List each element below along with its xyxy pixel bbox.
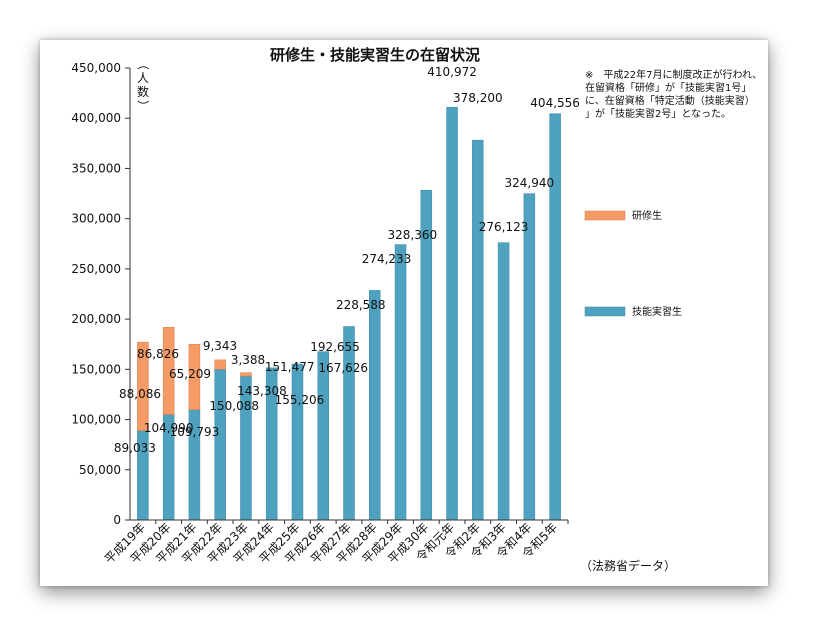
legend-label: 研修生 (632, 209, 662, 222)
data-label-top: 3,388 (231, 353, 265, 367)
data-label-top: 65,209 (169, 367, 211, 381)
bar-6-base (291, 363, 304, 521)
y-axis: 0 50,000 100,000 150,000 200,000 250,000 300,0… (71, 61, 131, 527)
data-label-base: 104,990 (144, 421, 194, 435)
bar-16-base (549, 113, 561, 521)
bar-3-top (214, 359, 226, 370)
bar-9-base (369, 290, 381, 521)
data-label-base: 274,233 (362, 252, 412, 266)
data-label-base: 404,556 (530, 96, 580, 110)
bar-2-top (188, 343, 201, 410)
y-tick-label: 300,000 (71, 212, 121, 226)
data-label-top: 86,826 (137, 347, 179, 361)
bar-0-top (137, 341, 149, 431)
data-label-base: 89,033 (114, 441, 156, 455)
data-label-top: 88,086 (119, 387, 161, 401)
data-label-base: 109,793 (170, 425, 220, 439)
bar-1-top (162, 327, 175, 415)
data-label-base: 155,206 (275, 393, 325, 407)
data-label-base: 410,972 (427, 65, 477, 79)
y-tick-label: 200,000 (71, 312, 121, 326)
y-axis-label-char: （ (136, 58, 150, 70)
legend-swatch-技能実習生 (584, 306, 626, 317)
bar-3-base (214, 368, 226, 521)
data-label-base: 192,655 (310, 340, 360, 354)
y-tick-label: 100,000 (71, 413, 121, 427)
data-label-base: 324,940 (505, 176, 555, 190)
y-tick-label: 450,000 (71, 61, 121, 75)
bar-4-top (240, 372, 252, 377)
y-axis-label: （人数） (136, 58, 150, 112)
bar-10-base (394, 244, 407, 521)
y-axis-label-char: 人 (137, 71, 149, 85)
source-note: （法務省データ） (580, 558, 676, 573)
chart-note-line: 」が「技能実習2号」となった。 (585, 107, 731, 120)
data-label-base: 378,200 (453, 91, 503, 105)
bar-12-base (446, 106, 458, 521)
y-tick-label: 150,000 (71, 362, 121, 376)
chart-svg: 研修生・技能実習生の在留状況 0 50,000 100,000 150,000 200,… (71, 46, 762, 573)
chart-note-line: 在留資格「研修」が「技能実習1号」 (585, 81, 751, 94)
y-axis-label-char: ） (136, 100, 150, 112)
chart-frame: 研修生・技能実習生の在留状況 0 50,000 100,000 150,000 200,… (40, 40, 768, 586)
y-tick-label: 350,000 (71, 161, 121, 175)
bar-15-base (523, 193, 536, 521)
y-axis-label-char: 数 (137, 84, 149, 99)
bars (137, 106, 561, 521)
data-label-base: 228,588 (336, 298, 386, 312)
data-label-base: 150,088 (209, 399, 259, 413)
data-label-top: 9,343 (203, 339, 237, 353)
data-label-base: 143,308 (237, 384, 287, 398)
data-label-base: 276,123 (479, 220, 529, 234)
bar-8-base (343, 326, 355, 521)
data-label-base: 328,360 (387, 228, 437, 242)
legend-swatch-研修生 (584, 210, 626, 221)
y-tick-label: 0 (113, 513, 121, 527)
chart-note: ※ 平成22年7月に制度改正が行われ、在留資格「研修」が「技能実習1号」に、在留… (585, 68, 762, 120)
legend-label: 技能実習生 (632, 305, 682, 318)
bar-14-base (497, 242, 510, 521)
data-label-base: 167,626 (318, 361, 368, 375)
chart-title: 研修生・技能実習生の在留状況 (270, 46, 480, 64)
y-tick-label: 250,000 (71, 262, 121, 276)
x-axis: 平成19年平成20年平成21年平成22年平成23年平成24年平成25年平成26年… (102, 519, 569, 566)
y-tick-label: 400,000 (71, 111, 121, 125)
chart-note-line: ※ 平成22年7月に制度改正が行われ、 (585, 68, 762, 81)
chart-note-line: に、在留資格「特定活動（技能実習） (585, 94, 755, 107)
bar-13-base (472, 139, 484, 521)
bar-7-base (317, 351, 329, 521)
y-tick-label: 50,000 (79, 463, 121, 477)
data-label-base: 151,477 (265, 360, 315, 374)
